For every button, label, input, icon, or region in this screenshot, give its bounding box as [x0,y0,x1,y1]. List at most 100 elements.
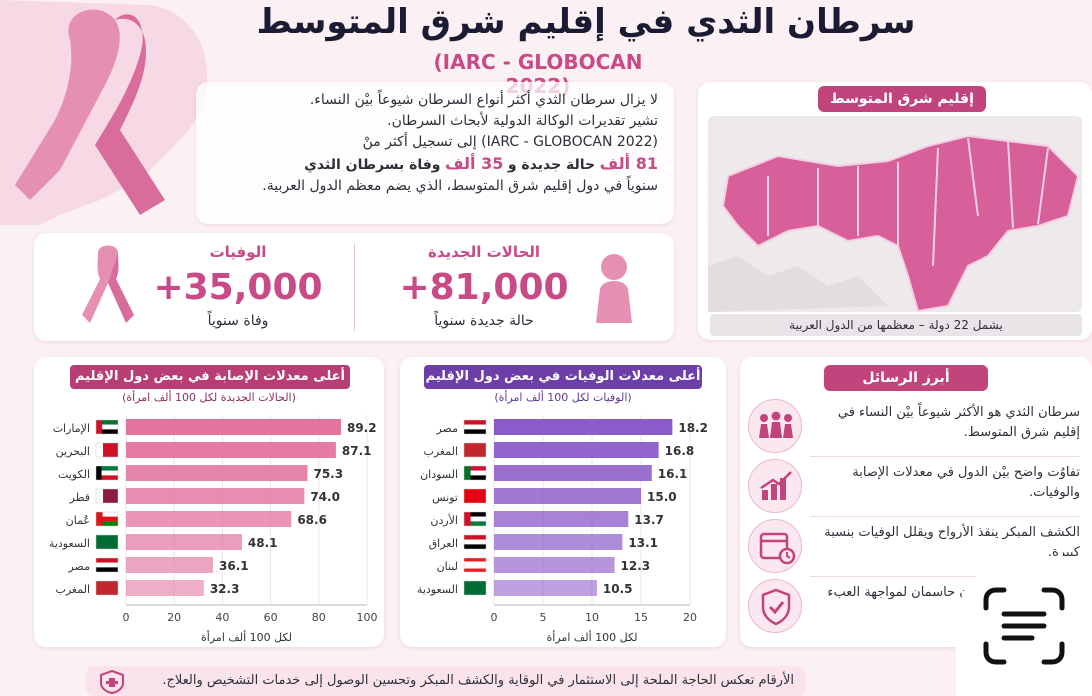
x-tick-label: 60 [264,611,278,624]
incidence-bar-chart: 0 20 40 60 80 100 89.2 الإمارات 87.1 البحرين 75.3 ا… [49,415,378,644]
x-tick-label: 20 [167,611,181,624]
flag-icon [95,465,119,481]
bar [494,465,652,481]
calendar-icon [748,519,802,573]
deaths-heading: الوفيات [209,243,267,261]
category-label: الإمارات [53,422,90,435]
bar-value-label: 89.2 [347,421,377,435]
flag-icon [95,488,119,504]
category-label: مصر [435,422,458,435]
incidence-chart-card: أعلى معدلات الإصابة في بعض دول الإقليم (… [34,357,384,647]
bar-value-label: 10.5 [603,582,633,596]
new-cases-caption: حالة جديدة سنوياً [434,313,534,329]
category-label: البحرين [56,445,90,458]
bar-value-label: 18.2 [678,421,708,435]
message-separator [810,456,1080,457]
scan-icon [983,587,1065,665]
flag-icon [463,534,487,550]
category-label: السعودية [417,583,458,596]
x-tick-label: 10 [585,611,599,624]
x-axis-label: لكل 100 ألف امرأة [201,630,292,644]
deaths-stat: الوفيات +35,000 وفاة سنوياً [74,233,344,341]
bar [494,419,673,435]
bar-value-label: 13.1 [628,536,658,550]
x-tick-label: 80 [312,611,326,624]
flag-icon [95,557,119,573]
flag-icon [95,442,119,458]
intro-card: لا يزال سرطان الثدي أكثر أنواع السرطان ش… [196,82,674,224]
flag-icon [95,580,119,596]
category-label: السعودية [49,537,90,550]
x-tick-label: 100 [357,611,378,624]
intro-line-1: لا يزال سرطان الثدي أكثر أنواع السرطان ش… [309,92,658,108]
category-label: المغرب [56,583,91,596]
bar [126,557,214,573]
scan-text-button[interactable] [956,556,1092,696]
bar-value-label: 16.1 [658,467,688,481]
flag-icon [95,534,119,550]
category-label: المغرب [424,445,459,458]
x-tick-label: 0 [491,611,498,624]
message-text: سرطان الثدي هو الأكثر شيوعاً بيْن النساء… [837,405,1080,440]
bar [126,419,341,435]
category-label: الكويت [58,468,90,481]
region-map [708,116,1082,312]
bar [126,488,305,504]
medical-shield-icon [100,670,124,694]
new-cases-heading: الحالات الجديدة [427,243,541,261]
bar-value-label: 13.7 [634,513,664,527]
bar [494,534,623,550]
intro-line-2: تشير تقديرات الوكالة الدولية لأبحاث السر… [387,113,658,129]
bar [126,442,336,458]
x-tick-label: 5 [540,611,547,624]
bar [126,534,242,550]
map-footer: يشمل 22 دولة – معظمها من الدول العربية [710,314,1082,336]
x-tick-label: 0 [123,611,130,624]
footer-text: الأرقام تعكس الحاجة الملحة إلى الاستثمار… [162,673,794,688]
category-label: العراق [429,537,458,550]
mortality-chart-card: أعلى معدلات الوفيات في بعض دول الإقليم (… [400,357,726,647]
pink-ribbon-illustration [0,0,208,225]
woman-icon [596,254,632,323]
message-text: تفاوُت واضح بيْن الدول في معدلات الإصابة… [852,465,1080,500]
deaths-caption: وفاة سنوياً [207,313,269,329]
flag-icon [95,511,119,527]
flag-icon [463,442,487,458]
stats-divider [354,243,355,331]
category-label: لبنان [437,560,458,573]
category-label: السودان [420,468,458,481]
region-map-card: إقليم شرق المتوسط يشمل 22 دولة – معظمها … [698,82,1092,340]
x-tick-label: 20 [683,611,697,624]
ribbon-icon [82,245,134,323]
footer-banner: الأرقام تعكس الحاجة الملحة إلى الاستثمار… [86,666,806,696]
bar [494,488,641,504]
intro-line-5: سنوياً في دول إقليم شرق المتوسط، الذي يض… [262,178,658,194]
x-tick-label: 15 [634,611,648,624]
message-separator [810,516,1080,517]
shield-check-icon [748,579,802,633]
new-cases-stat: الحالات الجديدة +81,000 حالة جديدة سنويا… [384,233,674,341]
deaths-value: +35,000 [153,267,323,308]
message-separator [810,576,1080,577]
mortality-bar-chart: 0 5 10 15 20 18.2 مصر 16.8 المغرب 16.1 السودان 15.0… [417,415,708,644]
message-item: تفاوُت واضح بيْن الدول في معدلات الإصابة… [740,457,1092,517]
flag-icon [463,419,487,435]
flag-icon [463,465,487,481]
intro-cases-number: 81 ألف [599,154,658,173]
new-cases-value: +81,000 [399,267,569,308]
mortality-chart-subtitle: (الوفيات لكل 100 ألف امرأة) [494,391,632,404]
bar-value-label: 75.3 [313,467,343,481]
bar-value-label: 32.3 [210,582,240,596]
category-label: مصر [67,560,90,573]
category-label: عُمان [66,514,90,527]
mortality-chart-title: أعلى معدلات الوفيات في بعض دول الإقليم [424,365,702,389]
flag-icon [463,580,487,596]
bar-value-label: 36.1 [219,559,249,573]
women-group-icon [748,399,802,453]
map-label: إقليم شرق المتوسط [818,86,986,112]
stats-card: الحالات الجديدة +81,000 حالة جديدة سنويا… [34,233,674,341]
bar-value-label: 87.1 [342,444,372,458]
flag-icon [463,557,487,573]
flag-icon [463,511,487,527]
category-label: الأردن [430,513,458,527]
